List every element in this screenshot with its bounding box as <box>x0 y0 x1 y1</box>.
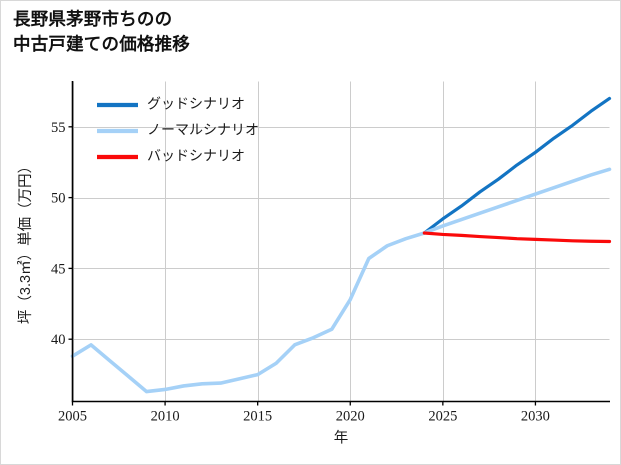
series-line-バッドシナリオ <box>422 231 612 244</box>
legend-label: グッドシナリオ <box>147 96 245 112</box>
series-group <box>70 96 612 394</box>
axes <box>68 81 610 406</box>
legend-label: ノーマルシナリオ <box>147 122 259 138</box>
tick-labels: 40 45 50 55 2005 2010 2015 2020 2025 2030 <box>51 120 550 425</box>
y-axis-title: 坪（3.3㎡）単価（万円） <box>17 159 34 324</box>
y-tick-label: 50 <box>51 191 66 207</box>
x-tick-label: 2015 <box>243 409 272 425</box>
x-tick-label: 2005 <box>58 409 87 425</box>
x-axis-title: 年 <box>334 430 349 447</box>
page-title: 長野県茅野市ちのの 中古戸建ての価格推移 <box>13 9 190 54</box>
y-tick-label: 45 <box>51 261 66 277</box>
series-line-ノーマルシナリオ <box>70 167 612 394</box>
legend-label: バッドシナリオ <box>147 148 245 164</box>
x-tick-label: 2030 <box>521 409 550 425</box>
y-tick-label: 55 <box>51 120 66 136</box>
x-tick-label: 2025 <box>428 409 457 425</box>
x-tick-label: 2010 <box>151 409 180 425</box>
series-line-グッドシナリオ <box>422 96 612 235</box>
x-tick-label: 2020 <box>336 409 365 425</box>
axis-titles: 年 坪（3.3㎡）単価（万円） <box>17 159 348 447</box>
y-tick-label: 40 <box>51 332 66 348</box>
